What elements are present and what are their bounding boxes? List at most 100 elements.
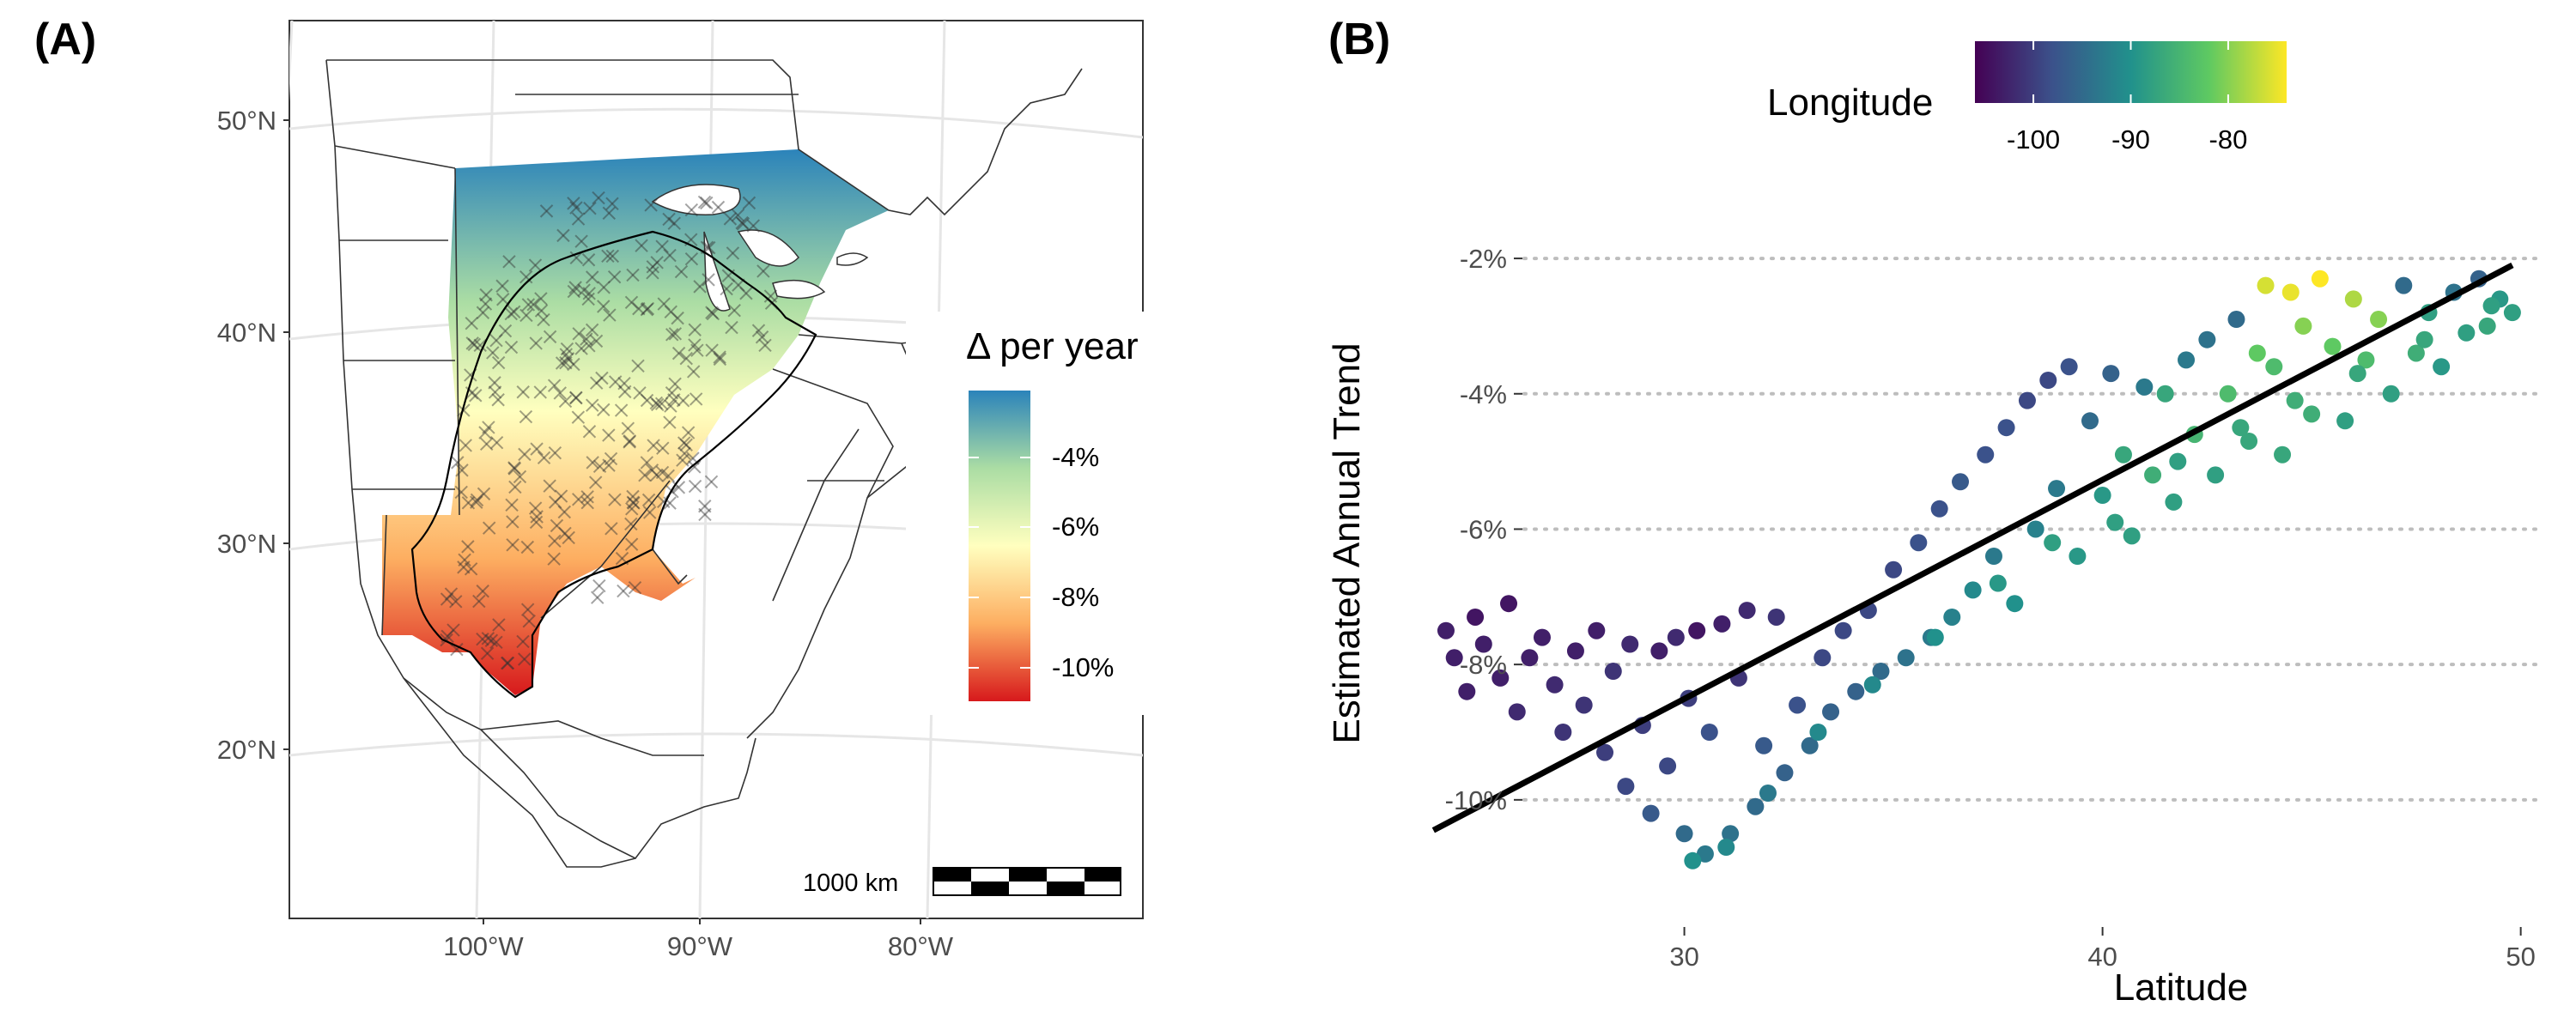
data-point xyxy=(1847,682,1865,700)
site-marker xyxy=(623,434,637,448)
map-legend-tick-6: -6% xyxy=(1052,512,1099,542)
data-point xyxy=(2336,412,2354,430)
site-marker xyxy=(608,375,623,389)
site-marker xyxy=(513,470,527,484)
data-point xyxy=(1776,764,1794,782)
data-point xyxy=(2198,330,2216,348)
site-marker xyxy=(640,456,654,470)
lon-tick-80w: 80°W xyxy=(888,931,954,961)
site-marker xyxy=(516,385,530,399)
site-marker xyxy=(461,496,476,510)
site-marker xyxy=(492,618,506,632)
site-marker xyxy=(732,278,745,292)
site-marker xyxy=(504,306,518,321)
site-marker xyxy=(592,191,605,205)
colorbar-tick-label: -90 xyxy=(2111,124,2150,154)
site-marker xyxy=(621,421,635,435)
panel-a-label: (A) xyxy=(34,15,96,64)
data-point xyxy=(1930,500,1948,518)
site-marker xyxy=(478,426,492,439)
site-marker xyxy=(751,324,766,337)
site-marker xyxy=(556,228,570,243)
data-point xyxy=(1759,784,1777,802)
data-point xyxy=(2018,391,2036,409)
site-marker xyxy=(574,234,588,248)
site-marker xyxy=(520,603,535,616)
data-point xyxy=(2274,445,2292,464)
site-marker xyxy=(444,587,459,601)
data-point xyxy=(1500,595,1518,613)
site-marker xyxy=(484,633,499,647)
site-marker xyxy=(500,656,514,670)
site-marker xyxy=(646,260,660,274)
site-marker xyxy=(662,212,676,227)
site-marker xyxy=(641,493,656,507)
site-marker xyxy=(706,306,720,321)
data-point xyxy=(1554,724,1572,741)
data-point xyxy=(2265,358,2283,376)
data-point xyxy=(1588,621,1606,639)
site-marker xyxy=(496,293,510,306)
data-point xyxy=(2178,351,2196,369)
site-marker xyxy=(518,652,532,666)
site-marker xyxy=(518,447,532,462)
site-marker xyxy=(640,302,654,317)
data-point xyxy=(2069,548,2087,565)
site-marker xyxy=(688,460,702,474)
data-point xyxy=(1696,845,1714,863)
site-marker xyxy=(568,281,582,294)
site-marker xyxy=(605,249,620,264)
site-marker xyxy=(470,493,484,507)
scatter-x-axis: 30 40 50 xyxy=(1669,927,2536,972)
site-marker xyxy=(465,316,478,330)
data-point xyxy=(2357,351,2375,369)
site-marker xyxy=(705,343,719,357)
site-marker xyxy=(569,201,583,215)
y-tick-label: -6% xyxy=(1460,514,1507,544)
lon-tick-100w: 100°W xyxy=(443,931,524,961)
site-marker xyxy=(473,338,487,353)
site-marker xyxy=(489,635,503,650)
site-marker xyxy=(704,475,719,488)
data-point xyxy=(1596,743,1614,761)
data-point xyxy=(1943,608,1961,626)
data-point xyxy=(1521,649,1539,667)
site-marker xyxy=(582,287,596,300)
x-tick-label: 40 xyxy=(2087,942,2117,972)
site-marker xyxy=(440,592,454,606)
site-marker xyxy=(530,442,544,456)
site-marker xyxy=(476,306,490,319)
colorbar-tick-label: -100 xyxy=(2007,124,2060,154)
site-marker xyxy=(547,379,562,392)
site-marker xyxy=(688,338,702,352)
data-point xyxy=(2281,283,2300,301)
site-marker xyxy=(605,197,619,211)
site-marker xyxy=(454,485,468,500)
data-point xyxy=(2294,317,2312,335)
data-point xyxy=(2006,595,2024,613)
site-marker xyxy=(602,458,616,472)
site-marker xyxy=(577,283,591,297)
scale-bar: 1000 km xyxy=(803,867,1121,897)
site-marker xyxy=(681,426,696,439)
site-marker xyxy=(479,437,494,451)
site-marker xyxy=(504,340,519,354)
site-marker xyxy=(502,255,516,269)
site-marker xyxy=(603,308,617,322)
site-marker xyxy=(477,487,491,501)
site-marker xyxy=(654,397,669,411)
site-marker xyxy=(650,256,664,270)
site-marker xyxy=(572,493,586,506)
site-marker xyxy=(458,553,471,567)
site-marker xyxy=(661,469,675,483)
site-marker xyxy=(481,632,495,645)
site-marker xyxy=(614,403,629,417)
site-marker xyxy=(663,415,677,429)
data-point xyxy=(1822,703,1840,721)
site-marker xyxy=(667,393,681,407)
site-marker xyxy=(506,515,519,529)
site-marker xyxy=(687,365,701,379)
site-marker xyxy=(547,552,561,566)
site-marker xyxy=(665,386,679,400)
site-marker xyxy=(479,288,493,302)
